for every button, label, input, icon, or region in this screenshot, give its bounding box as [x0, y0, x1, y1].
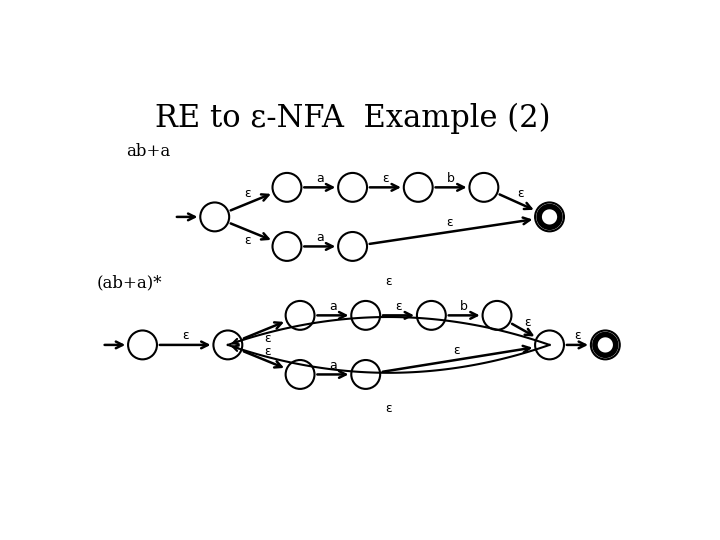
- Text: ε: ε: [395, 300, 402, 313]
- Text: ε: ε: [264, 345, 271, 357]
- Text: a: a: [316, 172, 323, 185]
- Text: a: a: [329, 359, 337, 372]
- Text: a: a: [329, 300, 337, 313]
- Text: b: b: [460, 300, 468, 313]
- Text: ε: ε: [517, 187, 523, 200]
- Text: ε: ε: [244, 187, 251, 200]
- Text: b: b: [447, 172, 455, 185]
- Text: ε: ε: [385, 402, 392, 415]
- Text: ε: ε: [385, 275, 392, 288]
- Text: ε: ε: [453, 344, 459, 357]
- Text: ε: ε: [264, 332, 271, 345]
- Text: ε: ε: [182, 329, 189, 342]
- Text: ab+a: ab+a: [126, 143, 171, 160]
- Text: a: a: [316, 231, 323, 244]
- Text: RE to ε-NFA  Example (2): RE to ε-NFA Example (2): [155, 103, 550, 134]
- Text: ε: ε: [574, 329, 581, 342]
- Text: ε: ε: [524, 316, 531, 329]
- Text: ε: ε: [382, 172, 389, 185]
- Text: ε: ε: [244, 234, 251, 247]
- Text: ε: ε: [446, 216, 453, 229]
- Text: (ab+a)*: (ab+a)*: [96, 274, 162, 291]
